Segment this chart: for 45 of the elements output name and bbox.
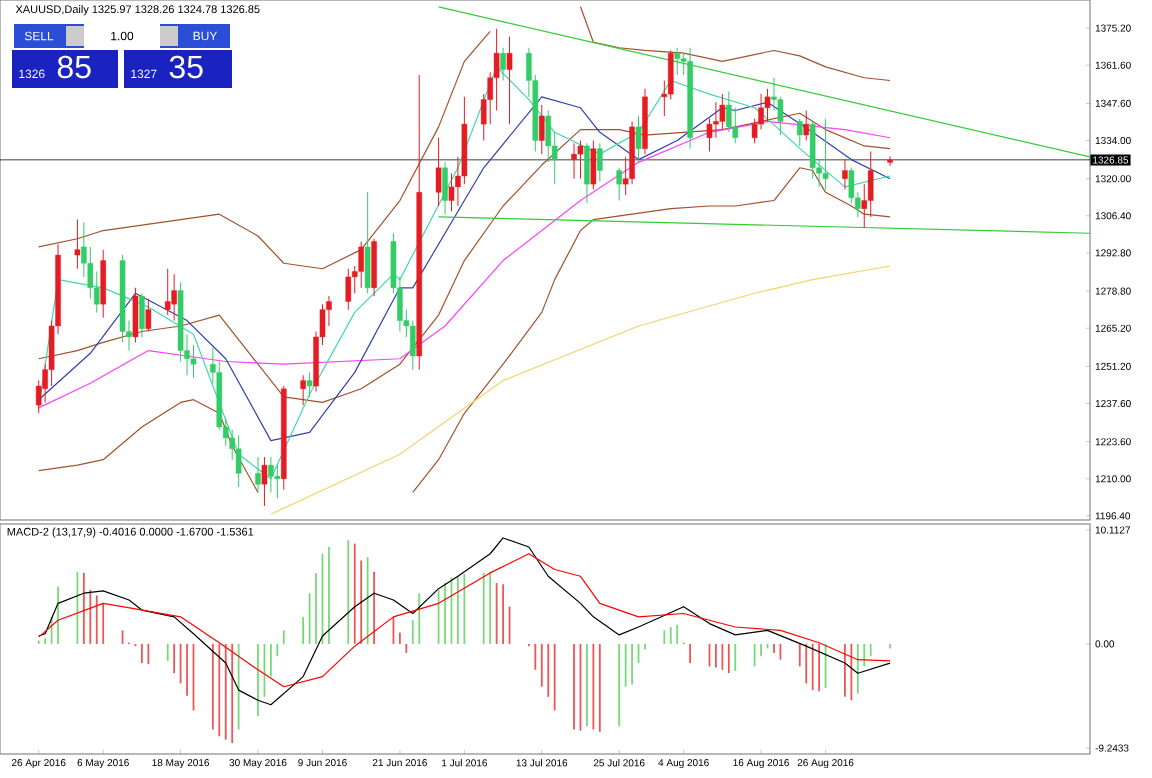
candlestick [145,298,152,332]
candlestick [74,219,81,270]
candlestick [674,47,680,76]
candlestick [261,456,268,507]
candlestick [139,292,145,338]
candlestick [809,120,816,180]
annotation: 85 [57,55,91,79]
line-series [38,537,891,706]
annotation: 35 [169,55,203,79]
candlestick [164,268,171,316]
candlestick [822,118,829,191]
candlestick [371,238,377,297]
candlestick [268,456,274,493]
candlestick [597,142,603,182]
candlestick [764,88,771,122]
candlestick [635,115,642,163]
candlestick [803,109,809,141]
candlestick [132,287,139,343]
candlestick [796,118,803,147]
candlestick [887,155,893,167]
candlestick [235,434,242,488]
candlestick [435,137,442,207]
candlestick [358,240,364,289]
line-series [38,553,891,688]
candlestick [364,191,371,294]
candlestick [306,371,313,398]
candlestick [539,104,545,155]
candlestick [616,167,622,202]
candlestick [842,159,848,191]
candlestick [500,47,506,81]
candlestick [584,142,590,204]
candlestick [571,142,577,180]
candlestick [300,374,306,406]
candlestick [442,161,448,215]
candlestick [345,268,352,311]
candlestick [590,140,597,191]
candlestick [719,93,726,131]
line-series [38,96,891,442]
candlestick [255,456,261,493]
candlestick [274,464,281,499]
candlestick [506,36,513,125]
candlestick [171,273,177,322]
candlestick [577,140,584,180]
candlestick [100,249,106,319]
line-series [270,265,891,515]
